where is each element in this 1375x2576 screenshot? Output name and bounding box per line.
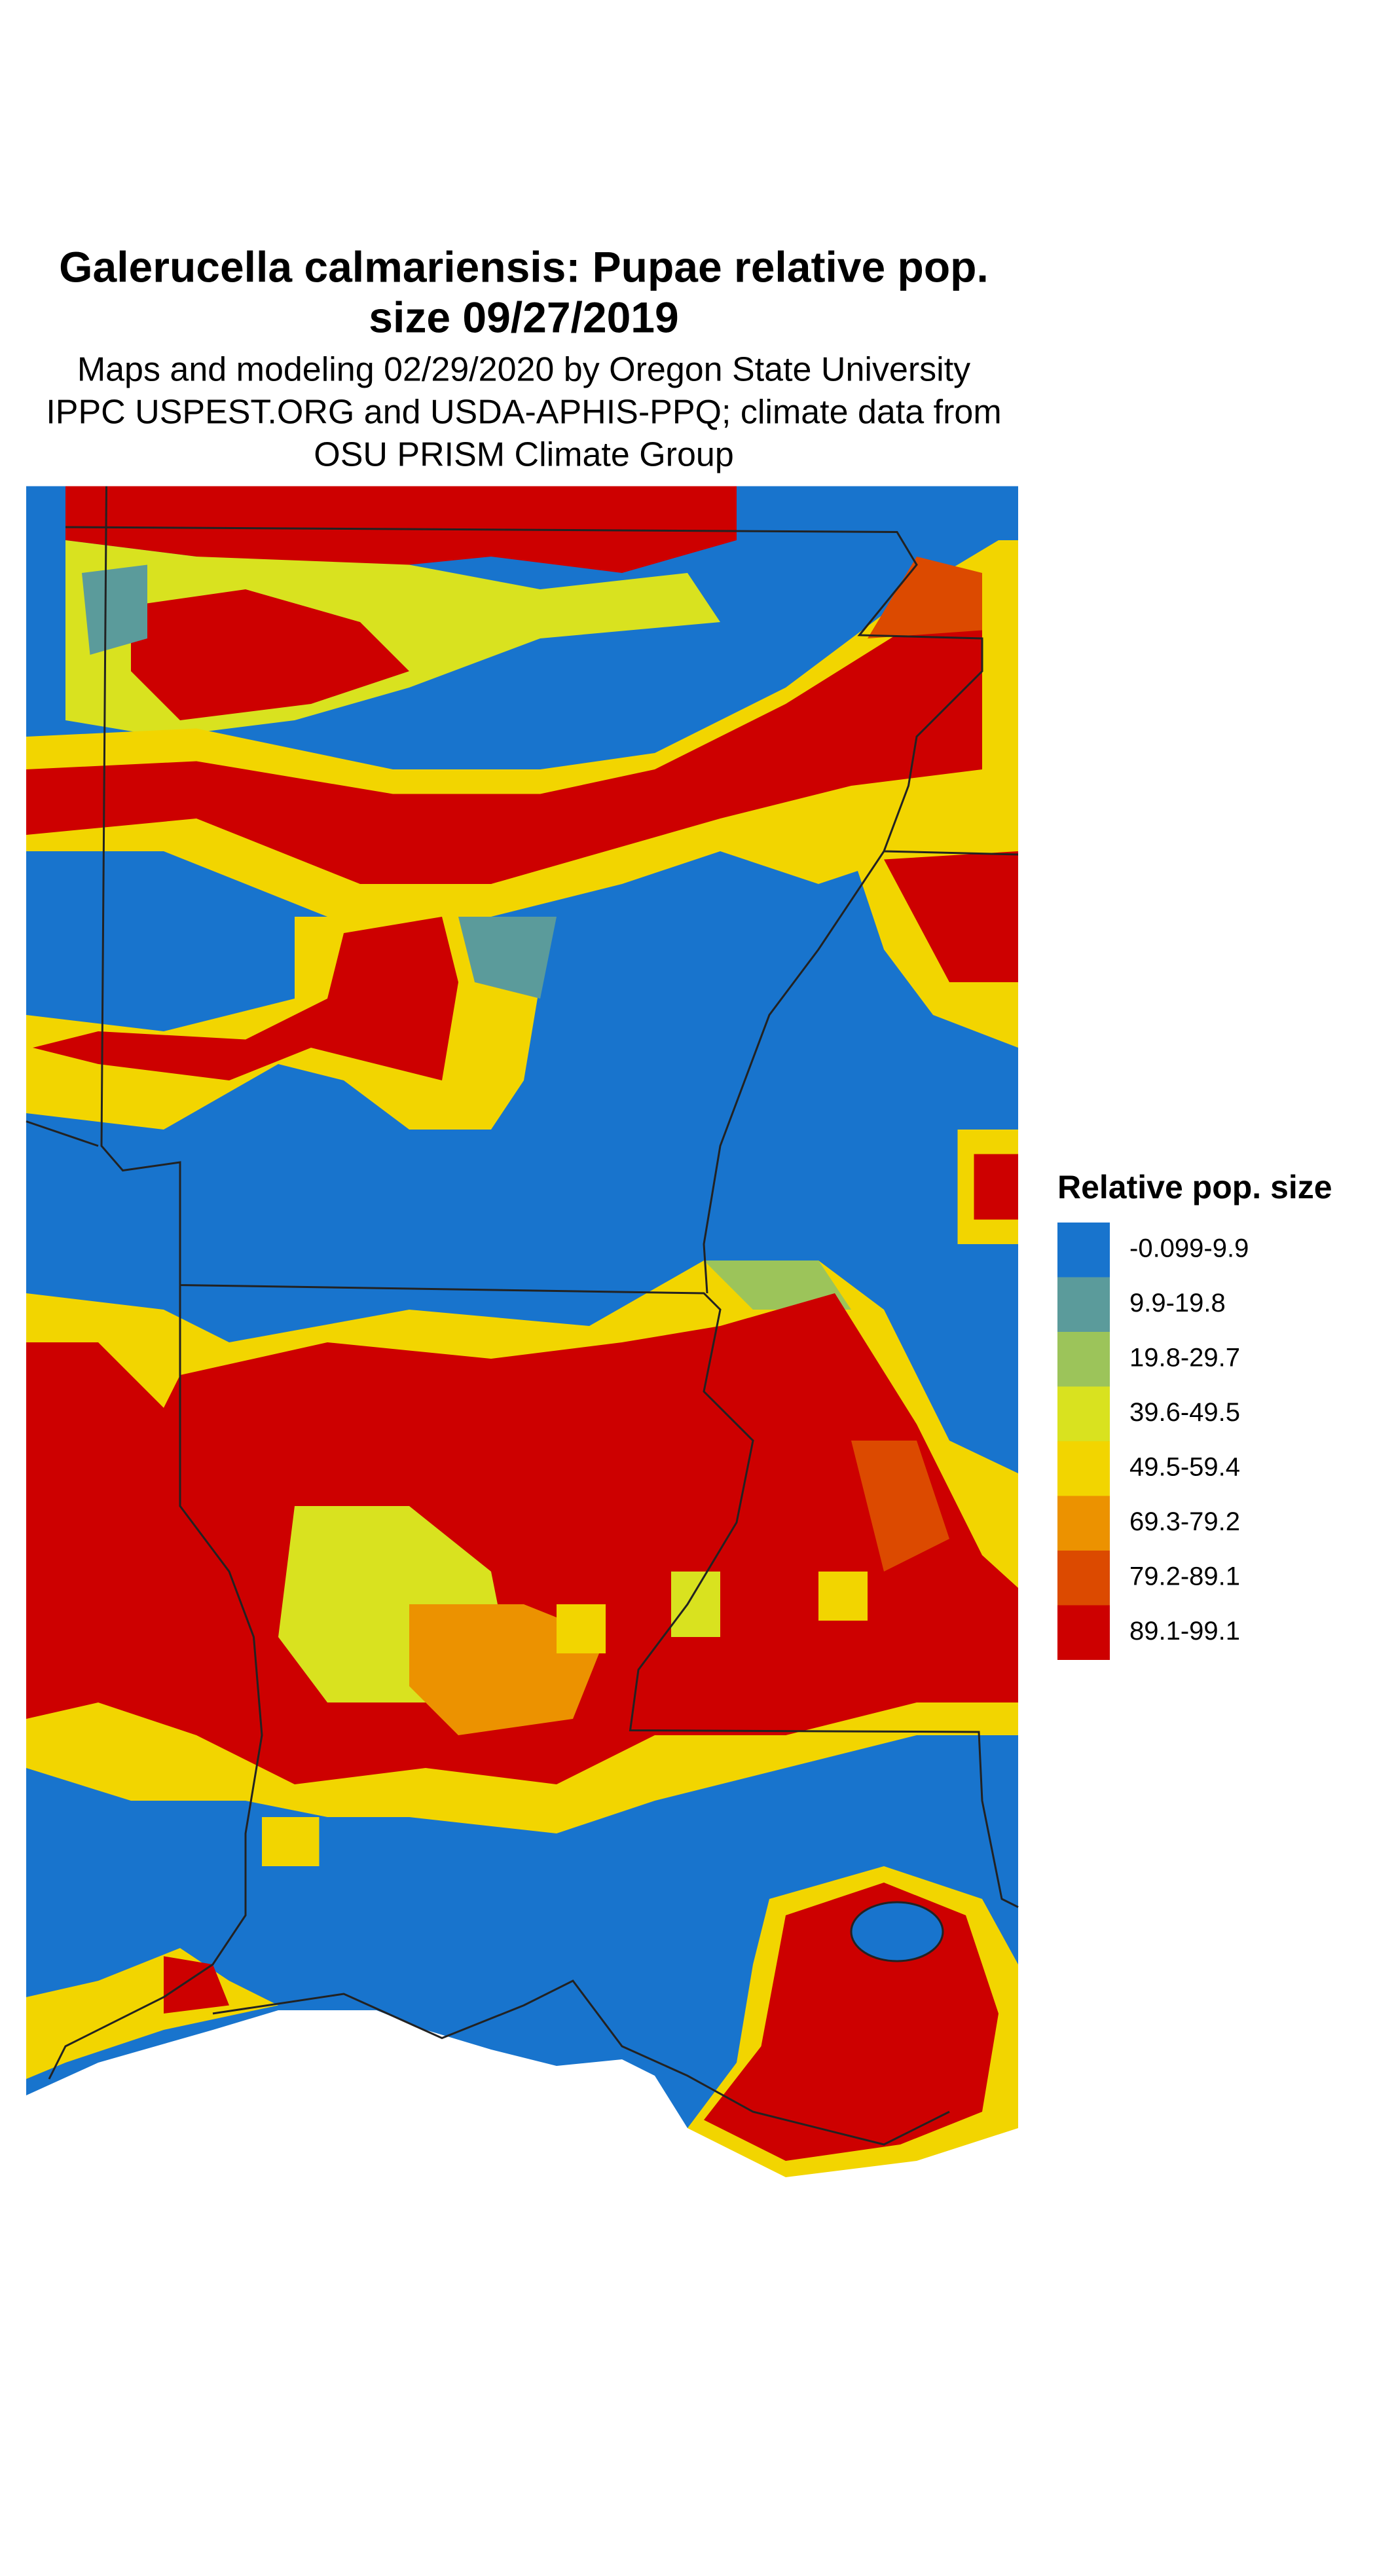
border: [65, 526, 1019, 856]
legend-label: -0.099-9.9: [1129, 1234, 1249, 1263]
legend-label: 69.3-79.2: [1129, 1507, 1240, 1536]
map: [26, 486, 1019, 2177]
legend: -0.099-9.9 9.9-19.8 19.8-29.7 39.6-49.5 49.5…: [1057, 1223, 1249, 1660]
border: [100, 486, 1019, 1908]
sea: [26, 2103, 75, 2128]
region: [974, 1154, 1018, 1220]
legend-title: Relative pop. size: [1057, 1169, 1332, 1205]
legend-label: 89.1-99.1: [1129, 1617, 1240, 1646]
region: [884, 851, 1018, 982]
region: [33, 917, 458, 1080]
region: [26, 1293, 1018, 1784]
border: [212, 1979, 950, 2146]
region: [458, 917, 557, 999]
legend-key: [1057, 1496, 1110, 1551]
region: [851, 1441, 949, 1572]
region: [671, 1572, 720, 1637]
legend-key: [1057, 1277, 1110, 1332]
border: [850, 1901, 944, 1962]
legend-key: [1057, 1223, 1110, 1278]
region: [704, 1260, 851, 1310]
legend-label: 19.8-29.7: [1129, 1344, 1240, 1372]
region: [26, 622, 982, 884]
lake: [851, 1902, 943, 1961]
region: [164, 1956, 229, 2014]
legend-label: 9.9-19.8: [1129, 1289, 1226, 1317]
legend-key: [1057, 1441, 1110, 1496]
title: size 09/27/2019: [369, 293, 678, 341]
subtitle: Maps and modeling 02/29/2020 by Oregon S…: [77, 351, 970, 389]
legend-label: 79.2-89.1: [1129, 1562, 1240, 1591]
region: [818, 1572, 868, 1621]
legend-label: 39.6-49.5: [1129, 1398, 1240, 1427]
subtitle: OSU PRISM Climate Group: [314, 436, 734, 474]
sea: [26, 2010, 688, 2128]
legend-key: [1057, 1386, 1110, 1441]
border: [48, 1285, 263, 2080]
title: Galerucella calmariensis: Pupae relative…: [59, 242, 989, 291]
legend-key: [1057, 1332, 1110, 1387]
region: [131, 589, 409, 720]
region: [868, 557, 982, 638]
region: [82, 564, 147, 655]
subtitle: IPPC USPEST.ORG and USDA-APHIS-PPQ; clim…: [46, 394, 1001, 432]
legend-key: [1057, 1605, 1110, 1660]
border: [703, 851, 885, 1294]
legend-label: 49.5-59.4: [1129, 1453, 1240, 1482]
border: [26, 1120, 99, 1147]
legend-key: [1057, 1551, 1110, 1606]
region: [557, 1604, 606, 1653]
region: [262, 1817, 320, 1866]
